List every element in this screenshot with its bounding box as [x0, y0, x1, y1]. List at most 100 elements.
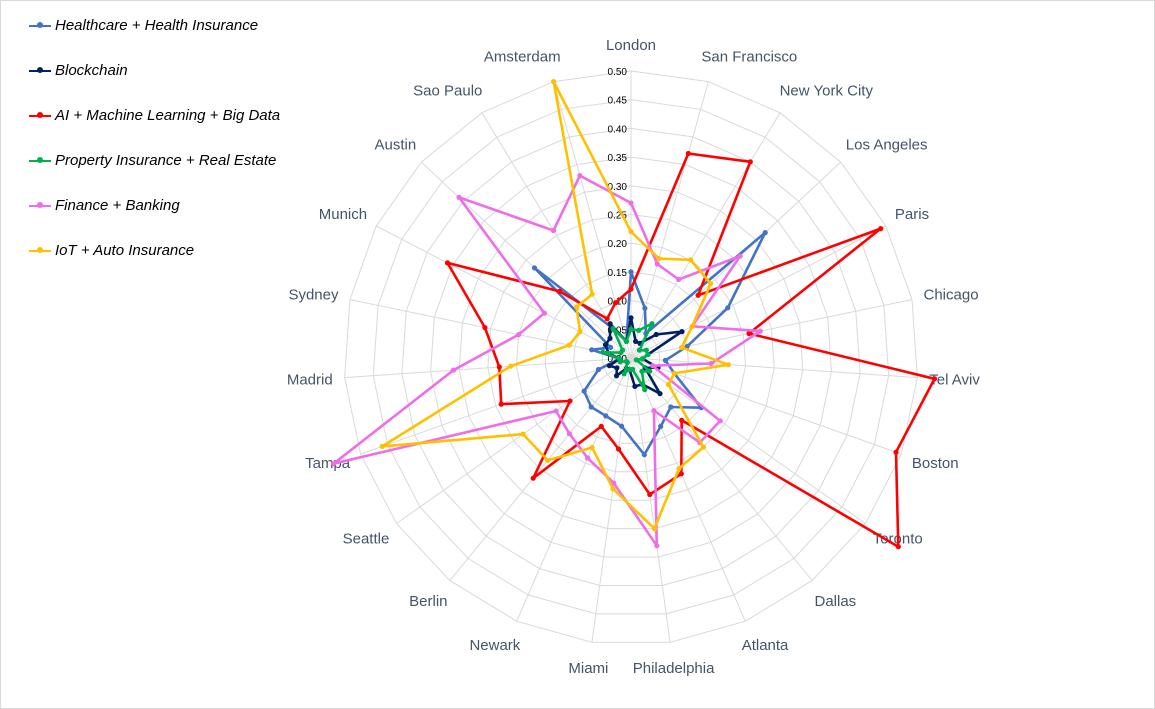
data-point: [628, 315, 634, 321]
data-point: [633, 357, 640, 363]
data-point: [577, 329, 583, 335]
category-label: Tampa: [305, 455, 351, 472]
data-point: [577, 173, 583, 179]
data-point: [379, 443, 385, 449]
data-point: [588, 404, 594, 410]
data-point: [628, 269, 634, 275]
category-label: Miami: [568, 660, 608, 677]
category-label: Philadelphia: [633, 660, 715, 677]
grid-ring: [487, 213, 775, 501]
data-point: [649, 321, 655, 327]
category-label: Chicago: [924, 286, 979, 303]
data-point: [482, 325, 488, 331]
data-point: [444, 260, 451, 266]
radial-tick-labels: 0.000.050.100.150.200.250.300.350.400.45…: [608, 67, 628, 365]
data-point: [747, 159, 753, 165]
grid-spoke: [481, 112, 632, 359]
legend-item: AI + Machine Learning + Big Data: [29, 105, 329, 127]
data-point: [508, 363, 514, 369]
data-point: [589, 291, 595, 297]
category-label: Madrid: [287, 371, 333, 388]
series-group: [330, 173, 763, 549]
grid-spoke: [630, 357, 918, 379]
data-point: [553, 408, 559, 414]
data-point: [566, 431, 573, 437]
legend-marker: [37, 157, 43, 163]
legend-marker: [37, 202, 43, 208]
data-point: [589, 444, 595, 451]
tick-label: 0.25: [608, 211, 628, 222]
data-point: [623, 338, 630, 344]
data-point: [708, 281, 714, 287]
legend-label: Healthcare + Health Insurance: [55, 17, 259, 34]
data-point: [581, 388, 587, 394]
data-point: [330, 461, 337, 467]
category-label: Seattle: [343, 531, 390, 548]
tick-label: 0.30: [608, 182, 628, 193]
data-point: [671, 370, 677, 376]
series-line: [446, 152, 936, 549]
legend-label: Property Insurance + Real Estate: [55, 152, 277, 169]
radar-grid: [344, 70, 918, 643]
category-label: Atlanta: [742, 637, 789, 654]
series-line: [533, 231, 767, 457]
data-point: [606, 363, 613, 369]
tick-label: 0.35: [608, 153, 628, 164]
series-group: [379, 79, 732, 532]
grid-spoke: [630, 357, 671, 643]
grid-spoke: [349, 299, 632, 359]
data-point: [636, 347, 643, 353]
data-point: [620, 347, 626, 353]
data-point: [616, 356, 623, 362]
legend-label: Blockchain: [55, 62, 128, 79]
data-point: [530, 475, 536, 481]
data-point: [626, 366, 633, 372]
data-point: [645, 351, 651, 358]
data-point: [688, 257, 694, 263]
legend-marker: [37, 247, 43, 253]
category-label: Amsterdam: [484, 49, 561, 66]
data-point: [589, 347, 595, 353]
data-point: [450, 367, 457, 373]
data-point: [684, 343, 690, 349]
category-label: San Francisco: [701, 49, 797, 66]
data-point: [551, 79, 557, 85]
data-point: [628, 286, 634, 292]
grid-spoke: [630, 299, 913, 359]
data-point: [550, 227, 557, 234]
data-point: [725, 305, 731, 311]
data-point: [611, 480, 617, 486]
data-point: [557, 288, 563, 294]
grid-ring: [544, 271, 718, 444]
data-point: [647, 368, 653, 374]
grid-spoke: [516, 357, 632, 622]
data-point: [585, 455, 591, 461]
data-point: [610, 326, 616, 332]
legend-marker: [37, 112, 43, 118]
category-label: Paris: [895, 206, 929, 223]
category-label: Austin: [374, 136, 416, 153]
category-label: Berlin: [409, 593, 447, 610]
grid-spoke: [375, 225, 632, 359]
data-point: [657, 391, 663, 397]
series-line: [380, 80, 730, 530]
category-label: Boston: [912, 455, 959, 472]
data-point: [566, 342, 572, 348]
category-label: New York City: [780, 83, 874, 100]
data-point: [516, 332, 522, 338]
data-point: [695, 292, 701, 298]
data-point: [725, 362, 732, 368]
data-point: [531, 265, 538, 271]
data-point: [676, 466, 682, 472]
tick-label: 0.45: [608, 96, 628, 107]
data-point: [639, 368, 645, 374]
data-point: [607, 335, 613, 341]
data-point: [678, 471, 684, 477]
tick-label: 0.50: [608, 67, 628, 78]
data-point: [650, 363, 656, 369]
data-point: [600, 349, 606, 355]
data-point: [607, 321, 613, 327]
data-point: [628, 200, 634, 206]
data-point: [653, 331, 659, 338]
